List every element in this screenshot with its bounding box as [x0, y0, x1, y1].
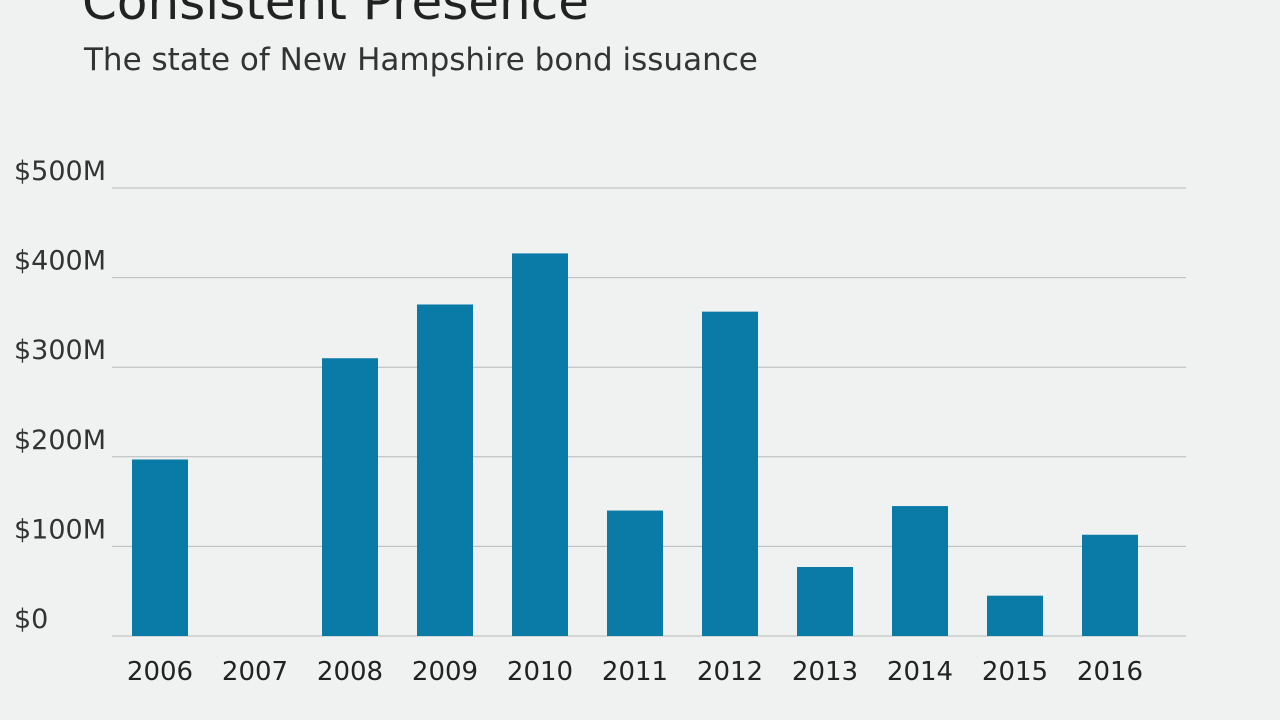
x-axis-tick-labels: 2006 2007 2008 2009 2010 2011 2012 2013 2014 2015…	[127, 657, 1143, 687]
x-tick-label-2012: 2012	[697, 657, 763, 687]
x-tick-label-2016: 2016	[1077, 657, 1143, 687]
bar-2016	[1082, 534, 1138, 636]
y-tick-label: $200M	[14, 425, 106, 456]
chart-subtitle: The state of New Hampshire bond issuance	[84, 42, 758, 78]
y-tick-label: $500M	[14, 156, 106, 187]
x-tick-label-2009: 2009	[412, 657, 478, 687]
x-tick-label-2010: 2010	[507, 657, 573, 687]
y-tick-label: $300M	[14, 335, 106, 366]
bar-2015	[987, 595, 1043, 636]
bar-2011	[607, 510, 663, 636]
x-tick-label-2006: 2006	[127, 657, 193, 687]
bar-2013	[797, 567, 853, 636]
y-tick-label: $100M	[14, 514, 106, 545]
bar-2012	[702, 311, 758, 636]
bar-2014	[892, 506, 948, 636]
y-axis-tick-labels: $0 $100M $200M $300M $400M $500M	[14, 156, 106, 635]
y-tick-label: $0	[14, 604, 48, 635]
chart-title: Consistent Presence	[82, 0, 589, 31]
x-tick-label-2011: 2011	[602, 657, 668, 687]
x-tick-label-2008: 2008	[317, 657, 383, 687]
bars	[132, 253, 1138, 636]
y-tick-label: $400M	[14, 246, 106, 277]
bar-2008	[322, 358, 378, 636]
x-tick-label-2013: 2013	[792, 657, 858, 687]
x-tick-label-2007: 2007	[222, 657, 288, 687]
bar-2006	[132, 459, 188, 636]
bar-2010	[512, 253, 568, 636]
x-tick-label-2014: 2014	[887, 657, 953, 687]
x-tick-label-2015: 2015	[982, 657, 1048, 687]
bar-2009	[417, 304, 473, 636]
